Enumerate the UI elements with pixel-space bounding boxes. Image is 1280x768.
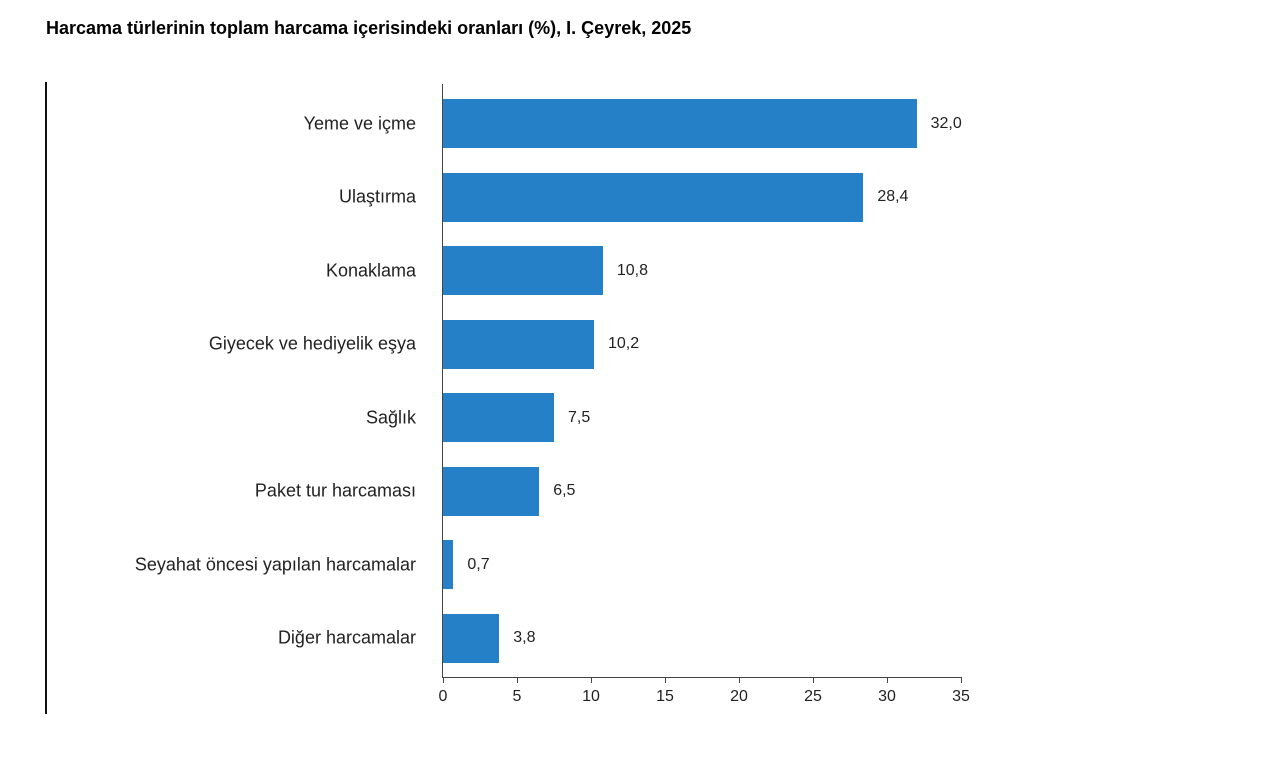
category-label: Diğer harcamalar	[277, 627, 416, 648]
x-tick-label: 15	[656, 688, 674, 705]
bar	[443, 466, 540, 516]
bar	[443, 393, 554, 442]
x-tick-label: 35	[952, 688, 970, 705]
category-label: Giyecek ve hediyelik eşya	[208, 333, 416, 354]
x-tick-label: 0	[438, 688, 448, 705]
value-label: 6,5	[553, 482, 576, 499]
x-tick-label: 5	[512, 688, 522, 705]
x-tick	[886, 677, 888, 683]
x-tick	[516, 677, 518, 683]
value-label: 7,5	[568, 408, 591, 426]
category-label: Seyahat öncesi yapılan harcamalar	[134, 554, 416, 574]
x-tick-label: 20	[730, 688, 748, 705]
bar	[443, 613, 500, 663]
x-tick	[960, 677, 962, 683]
chart-title: Harcama türlerinin toplam harcama içeris…	[46, 18, 692, 38]
value-label: 0,7	[467, 555, 490, 573]
value-label: 32,0	[930, 114, 962, 132]
x-tick	[812, 677, 814, 683]
bar	[443, 319, 594, 369]
x-tick	[738, 677, 740, 683]
bar	[443, 99, 917, 148]
x-tick-label: 10	[582, 688, 600, 705]
bar	[443, 540, 454, 589]
x-tick-label: 25	[804, 688, 822, 705]
bar	[443, 246, 603, 295]
bar	[443, 172, 864, 222]
value-label: 10,2	[607, 335, 640, 352]
x-tick	[442, 677, 444, 683]
category-label: Sağlık	[365, 407, 416, 427]
value-label: 3,8	[513, 629, 536, 646]
category-label: Paket tur harcaması	[254, 480, 416, 501]
x-tick-label: 30	[878, 688, 896, 705]
value-label: 10,8	[616, 261, 648, 279]
category-label: Ulaştırma	[338, 186, 416, 207]
y-axis-line	[442, 84, 443, 678]
x-axis-line	[442, 677, 962, 678]
x-tick	[590, 677, 592, 683]
frame-left-border	[45, 82, 47, 714]
x-tick	[664, 677, 666, 683]
category-label: Konaklama	[325, 260, 416, 280]
category-label: Yeme ve içme	[303, 113, 416, 133]
value-label: 28,4	[877, 188, 909, 205]
